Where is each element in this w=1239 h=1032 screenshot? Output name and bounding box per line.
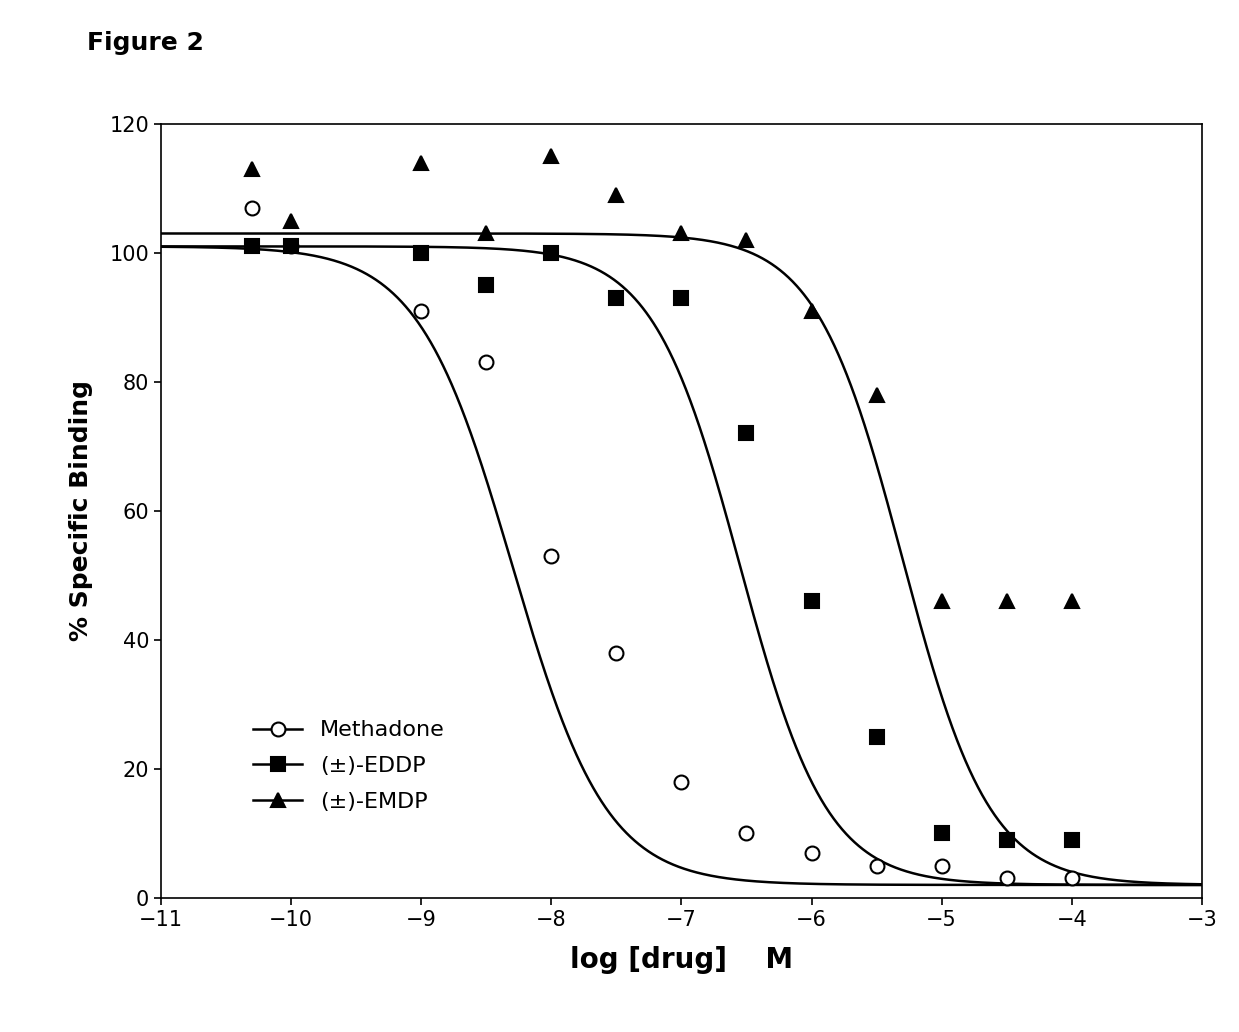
Y-axis label: % Specific Binding: % Specific Binding xyxy=(69,381,93,641)
Legend: Methadone, (±)-EDDP, (±)-EMDP: Methadone, (±)-EDDP, (±)-EMDP xyxy=(244,711,453,820)
Text: Figure 2: Figure 2 xyxy=(87,31,203,55)
X-axis label: log [drug]    M: log [drug] M xyxy=(570,946,793,974)
